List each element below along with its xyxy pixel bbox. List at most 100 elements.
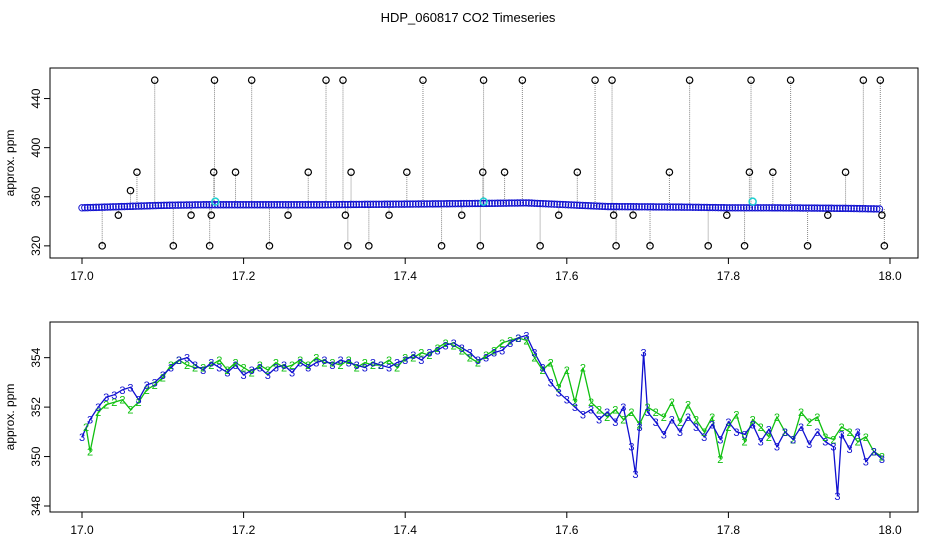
series-2-point-label: 2 xyxy=(224,365,230,377)
series-3-point-label: 3 xyxy=(354,360,360,372)
baseline-point xyxy=(349,200,358,209)
outlier-point xyxy=(722,211,731,219)
series-3-point-label: 3 xyxy=(653,417,659,429)
baseline-point xyxy=(106,203,114,211)
series-3-point-label: 3 xyxy=(95,402,101,414)
baseline-point xyxy=(112,203,120,211)
baseline-point xyxy=(717,203,725,212)
baseline-point xyxy=(697,203,706,212)
series-3-point-label: 3 xyxy=(475,355,481,367)
baseline-point xyxy=(799,204,807,212)
baseline-point xyxy=(182,201,191,209)
series-3-point-label: 3 xyxy=(273,363,279,375)
baseline-point xyxy=(279,201,287,209)
outlier-point xyxy=(609,211,618,219)
baseline-point xyxy=(802,204,810,212)
baseline-point xyxy=(315,201,324,209)
outlier-point xyxy=(437,242,446,250)
series-2-point-label: 2 xyxy=(685,400,691,412)
baseline-point xyxy=(259,201,267,209)
bottom-x-tick-label: 17.8 xyxy=(717,523,741,537)
series-2-point-label: 2 xyxy=(847,427,853,439)
baseline-point xyxy=(847,204,855,213)
baseline-point xyxy=(810,204,819,212)
series-3-point-label: 3 xyxy=(620,402,626,414)
baseline-point xyxy=(833,204,841,213)
baseline-point xyxy=(264,201,273,209)
baseline-point xyxy=(165,201,174,209)
series-2-point-label: 2 xyxy=(733,410,739,422)
baseline-point xyxy=(677,203,686,211)
baseline-point xyxy=(658,203,666,211)
baseline-point xyxy=(782,204,790,212)
baseline-point xyxy=(296,201,304,209)
top-y-tick-label: 440 xyxy=(29,88,43,108)
baseline-point xyxy=(570,201,578,209)
baseline-point xyxy=(567,201,575,209)
series-2-point-label: 2 xyxy=(402,353,408,365)
baseline-point xyxy=(273,201,281,209)
baseline-point xyxy=(457,199,465,208)
baseline-point xyxy=(120,202,129,211)
outlier-point xyxy=(554,211,563,219)
series-2-point-label: 2 xyxy=(257,360,263,372)
bottom-y-tick-label: 350 xyxy=(29,446,43,466)
outlier-point xyxy=(745,168,754,177)
series-3-point-label: 3 xyxy=(636,422,642,434)
series-3-point-label: 3 xyxy=(596,414,602,426)
series-2-point-label: 2 xyxy=(354,363,360,375)
baseline-point xyxy=(239,201,247,209)
baseline-point xyxy=(745,204,754,212)
baseline-point xyxy=(793,204,802,212)
bottom-x-tick-label: 17.2 xyxy=(232,523,256,537)
baseline-point xyxy=(553,200,561,208)
outlier-point xyxy=(859,76,868,84)
baseline-point xyxy=(151,201,160,210)
baseline-point xyxy=(530,199,539,207)
baseline-point xyxy=(839,204,847,213)
series-3-point-label: 3 xyxy=(459,343,465,355)
outlier-point xyxy=(629,211,637,219)
series-2-point-label: 2 xyxy=(580,363,586,375)
baseline-point xyxy=(129,202,137,210)
baseline-point xyxy=(508,199,516,207)
baseline-point xyxy=(604,202,612,211)
series-3-point-label: 3 xyxy=(539,363,545,375)
baseline-point xyxy=(132,202,140,210)
baseline-point xyxy=(807,204,816,212)
baseline-point xyxy=(361,200,369,209)
series-2-point-label: 2 xyxy=(774,412,780,424)
series-3-point-label: 3 xyxy=(523,330,529,342)
series-3-point-label: 3 xyxy=(87,414,93,426)
baseline-point xyxy=(759,204,768,212)
baseline-point xyxy=(672,203,680,211)
baseline-point xyxy=(649,203,657,211)
baseline-point xyxy=(344,200,352,209)
series-3-point-label: 3 xyxy=(103,392,109,404)
series-2-point-label: 2 xyxy=(669,397,675,409)
baseline-point xyxy=(341,200,349,209)
series-3-point-label: 3 xyxy=(588,405,594,417)
series-3-point-label: 3 xyxy=(507,338,513,350)
outlier-point xyxy=(803,242,812,250)
series-3-point-label: 3 xyxy=(782,427,788,439)
top-plot-frame xyxy=(49,67,919,259)
baseline-point xyxy=(488,199,496,208)
baseline-point xyxy=(660,203,669,211)
baseline-point xyxy=(675,203,683,211)
baseline-point xyxy=(595,202,604,210)
baseline-point xyxy=(400,200,409,208)
baseline-point xyxy=(117,202,126,211)
top-x-tick-label: 17.2 xyxy=(232,269,256,283)
outlier-point xyxy=(823,211,832,219)
baseline-point xyxy=(270,201,279,209)
baseline-point xyxy=(98,203,106,211)
baseline-point xyxy=(154,201,163,210)
baseline-point xyxy=(301,201,310,209)
series-3-point-label: 3 xyxy=(847,444,853,456)
series-2-point-label: 2 xyxy=(863,432,869,444)
baseline-point xyxy=(527,199,536,207)
baseline-point xyxy=(228,201,236,209)
series-2-point-label: 2 xyxy=(564,365,570,377)
